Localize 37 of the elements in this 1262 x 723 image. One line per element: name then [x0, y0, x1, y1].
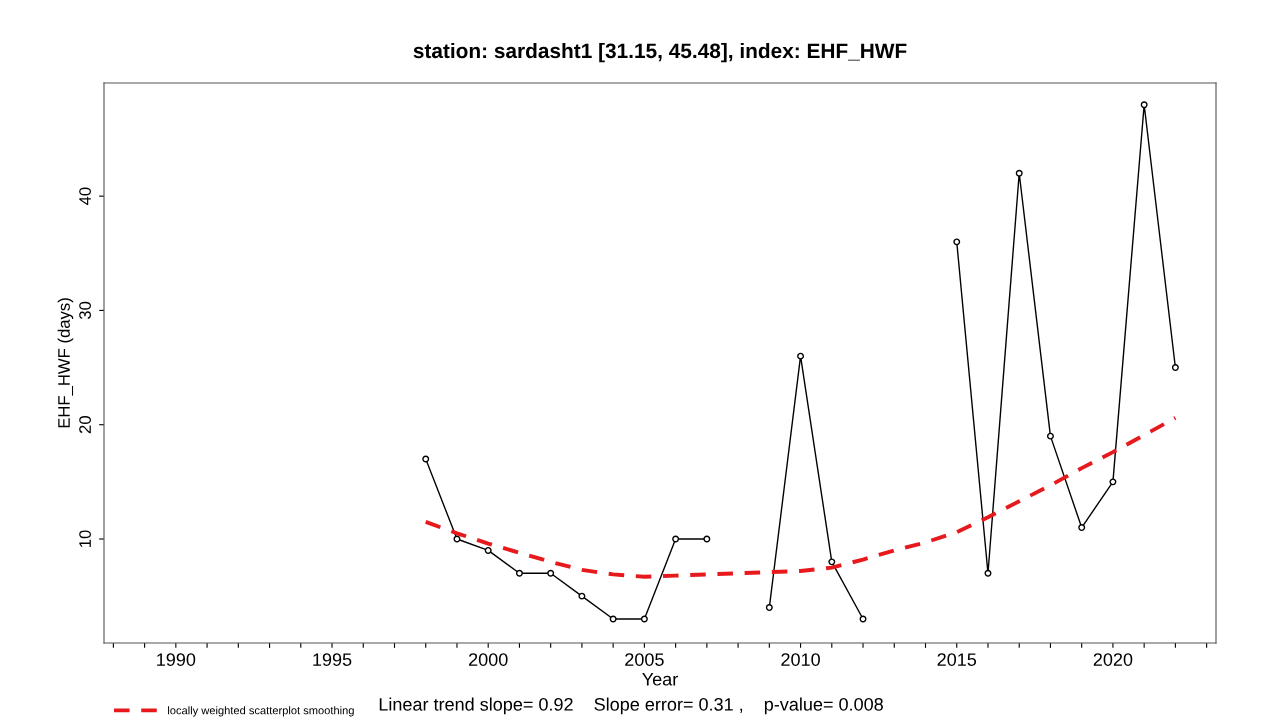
x-tick-label: 2010 — [781, 653, 820, 666]
point — [578, 592, 586, 600]
x-axis-title: Year — [642, 672, 678, 686]
y-tick-label: 40 — [79, 187, 91, 206]
y-tick-label: 10 — [79, 530, 91, 547]
point — [765, 604, 773, 612]
point — [828, 558, 836, 566]
line-series — [423, 415, 1178, 579]
x-tick-label: 2015 — [937, 653, 977, 666]
y-tick-label: 30 — [79, 301, 91, 320]
point — [1046, 432, 1054, 440]
point — [515, 569, 523, 577]
legend-label: locally weighted scatterplot smoothing — [168, 706, 354, 717]
x-tick-label: 2000 — [469, 653, 508, 666]
point — [984, 569, 992, 577]
point — [422, 455, 430, 463]
point — [547, 569, 555, 577]
point — [672, 535, 680, 543]
point — [609, 615, 617, 623]
point — [953, 238, 961, 246]
point — [1078, 524, 1086, 532]
point — [1140, 101, 1148, 109]
point — [797, 352, 805, 360]
x-tick-label: 1995 — [313, 653, 352, 666]
y-axis-title: EHF_HWF (days) — [57, 298, 74, 428]
x-tick-label: 2020 — [1093, 653, 1133, 666]
y-tick-label: 20 — [79, 416, 91, 434]
x-tick-label: 1990 — [157, 653, 196, 666]
point — [484, 546, 492, 554]
point — [1015, 169, 1023, 177]
point — [1109, 478, 1117, 486]
chart-title: station: sardasht1 [31.15, 45.48], index: EHF_HWF — [413, 42, 907, 63]
point — [640, 615, 648, 623]
point — [703, 535, 711, 543]
point — [1171, 364, 1179, 372]
text: Linear trend slope= 0.92 Slope error= 0.31 , p-value= 0.008 — [379, 697, 883, 715]
x-tick-label: 2005 — [625, 653, 664, 666]
